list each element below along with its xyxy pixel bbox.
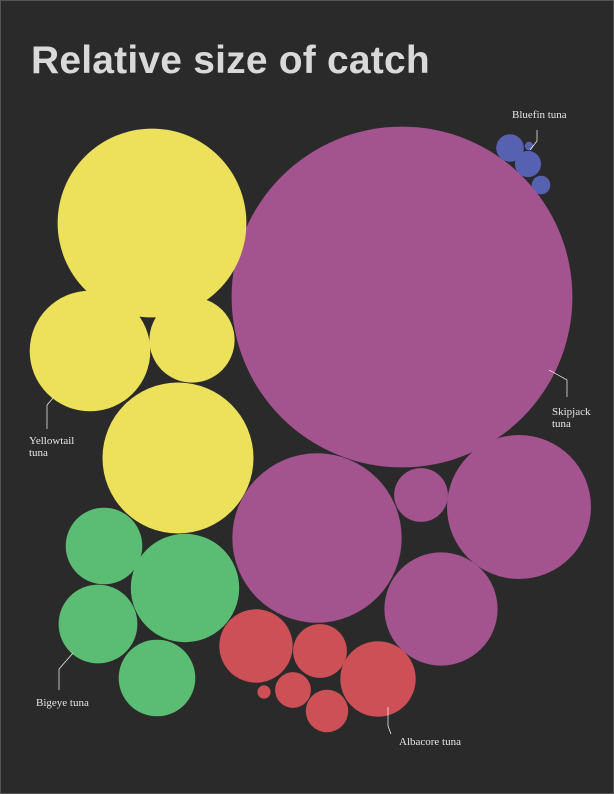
skipjack-tuna-bubble-5 <box>384 552 498 666</box>
skipjack-tuna-leader-line <box>548 369 568 397</box>
skipjack-tuna-label: Skipjack tuna <box>552 406 591 430</box>
leader-layer <box>46 130 568 735</box>
bigeye-tuna-leader-line <box>58 652 74 690</box>
yellowtail-tuna-bubble-4 <box>102 382 254 534</box>
bluefin-tuna-label-line-1: Bluefin tuna <box>512 109 567 121</box>
albacore-tuna-bubble-6 <box>340 641 416 717</box>
albacore-tuna-leader-line <box>387 707 392 735</box>
bluefin-tuna-label: Bluefin tuna <box>512 109 567 121</box>
albacore-tuna-bubble-1 <box>219 609 293 683</box>
albacore-tuna-bubble-4 <box>275 672 311 708</box>
bigeye-tuna-bubble-2 <box>130 533 240 643</box>
yellowtail-tuna-label-line-1: Yellowtail <box>29 435 74 447</box>
bigeye-tuna-label-line-1: Bigeye tuna <box>36 697 89 709</box>
bluefin-tuna-leader-line <box>529 130 538 151</box>
skipjack-tuna-bubble-2 <box>232 453 402 623</box>
yellowtail-tuna-label-line-2: tuna <box>29 447 48 459</box>
yellowtail-tuna-bubble-1 <box>57 128 247 318</box>
albacore-tuna-bubble-5 <box>305 689 349 733</box>
skipjack-tuna-bubble-3 <box>394 468 448 522</box>
yellowtail-tuna-bubble-3 <box>149 297 235 383</box>
yellowtail-tuna-bubble-2 <box>29 290 151 412</box>
albacore-tuna-bubble-2 <box>293 624 347 678</box>
bluefin-tuna-bubble-2 <box>524 141 534 151</box>
bluefin-tuna-bubble-3 <box>514 150 542 178</box>
skipjack-tuna-label-line-1: Skipjack <box>552 406 591 418</box>
skipjack-tuna-label-line-2: tuna <box>552 418 571 430</box>
albacore-tuna-label-line-1: Albacore tuna <box>399 736 461 748</box>
chart-title: Relative size of catch <box>31 39 430 82</box>
bigeye-tuna-bubble-4 <box>118 639 196 717</box>
bluefin-tuna-bubble-4 <box>531 175 551 195</box>
albacore-tuna-bubble-3 <box>257 685 271 699</box>
skipjack-tuna-bubble-4 <box>447 435 591 579</box>
bluefin-tuna-bubble-1 <box>496 134 524 162</box>
bubble-layer <box>29 126 591 733</box>
bigeye-tuna-bubble-3 <box>58 584 138 664</box>
skipjack-tuna-bubble-1 <box>231 126 573 468</box>
yellowtail-tuna-label: Yellowtail tuna <box>29 435 74 459</box>
bigeye-tuna-label: Bigeye tuna <box>36 697 89 709</box>
bigeye-tuna-bubble-1 <box>65 507 143 585</box>
albacore-tuna-label: Albacore tuna <box>399 736 461 748</box>
yellowtail-tuna-leader-line <box>46 396 55 429</box>
